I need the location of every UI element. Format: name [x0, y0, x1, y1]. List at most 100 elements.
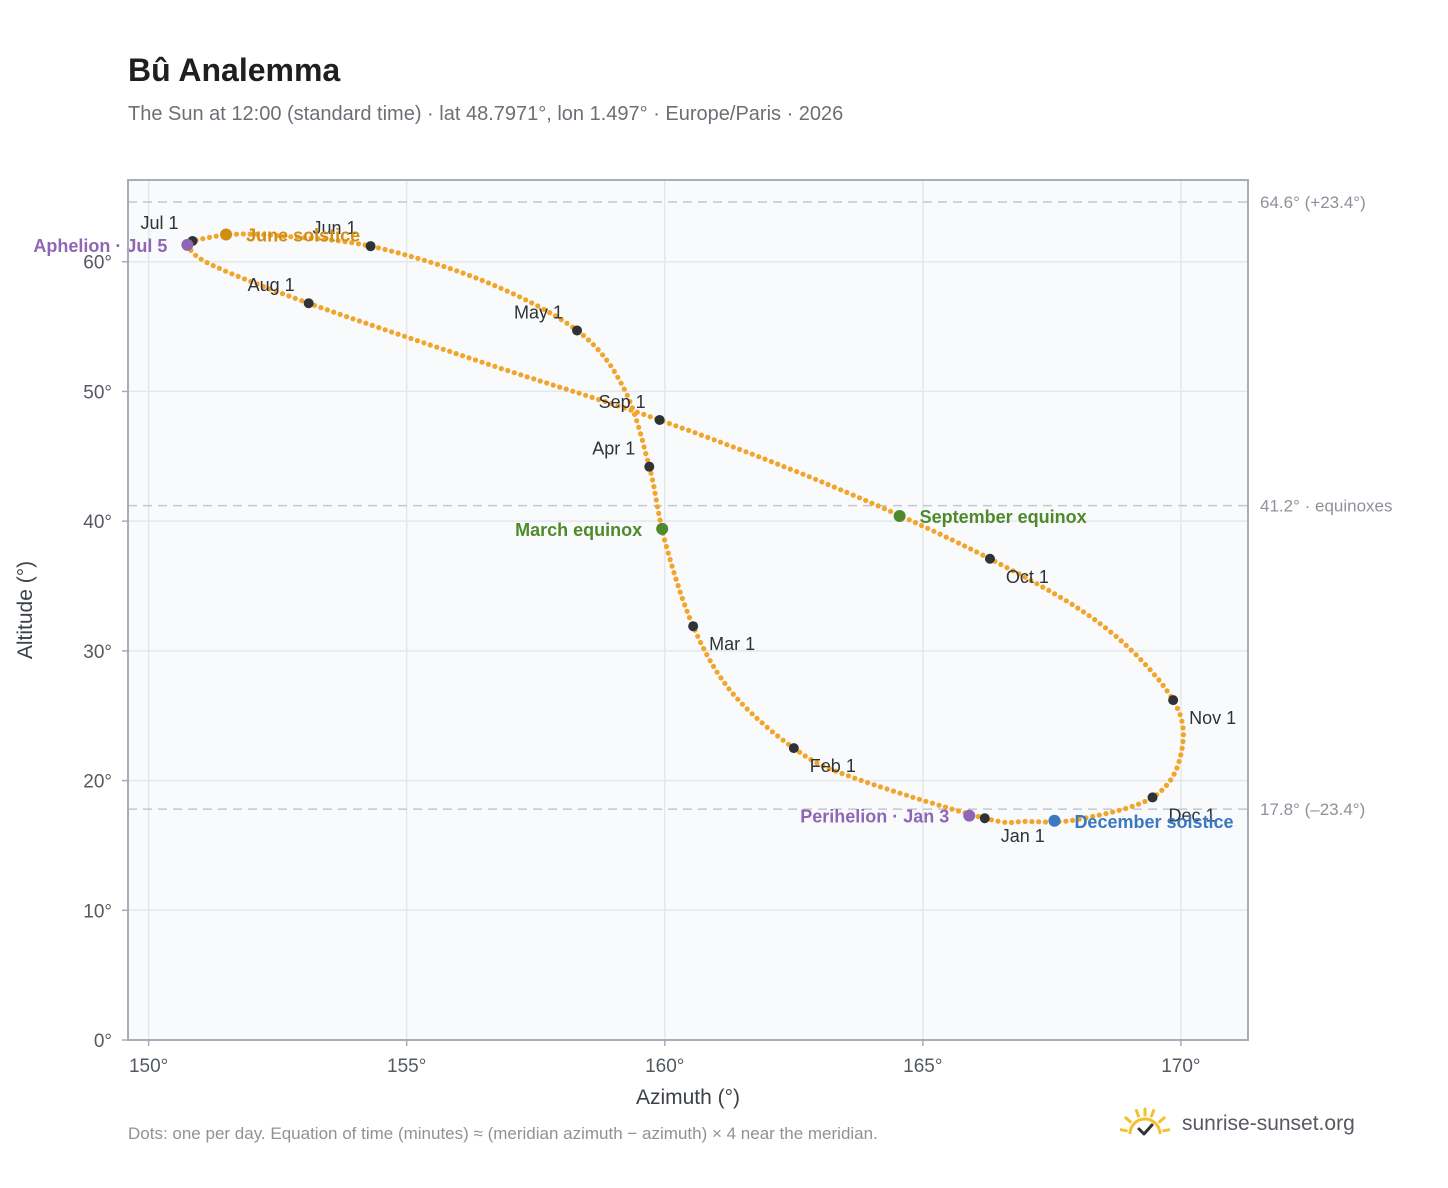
- month-label: Jul 1: [140, 213, 178, 233]
- daily-dot: [1022, 818, 1028, 825]
- daily-dot: [718, 675, 724, 681]
- daily-dot: [1171, 771, 1177, 777]
- daily-dot: [1052, 591, 1058, 597]
- brand[interactable]: sunrise-sunset.org: [1120, 1100, 1355, 1148]
- daily-dot: [819, 479, 825, 485]
- daily-dot: [1151, 672, 1158, 678]
- daily-dot: [223, 268, 229, 274]
- daily-dot: [1075, 605, 1081, 611]
- daily-dot: [833, 768, 839, 774]
- daily-dot: [980, 552, 986, 558]
- daily-dot: [839, 770, 845, 777]
- daily-dot: [1123, 805, 1129, 812]
- daily-dot: [704, 652, 710, 658]
- daily-dot: [756, 454, 762, 460]
- daily-dot: [408, 335, 414, 342]
- daily-dot: [665, 550, 671, 556]
- sun-icon: [1120, 1107, 1170, 1136]
- daily-dot: [1063, 598, 1069, 604]
- daily-dot: [975, 813, 981, 820]
- daily-dot: [281, 233, 287, 239]
- daily-dot: [466, 272, 473, 279]
- daily-sun-positions: [184, 231, 1186, 826]
- daily-dot: [813, 476, 819, 482]
- daily-dot: [1113, 633, 1119, 640]
- daily-dot: [273, 288, 279, 294]
- daily-dot: [724, 442, 730, 448]
- daily-dot: [768, 459, 775, 465]
- daily-dot: [775, 461, 781, 467]
- daily-dot: [233, 231, 240, 237]
- daily-dot: [1179, 745, 1185, 751]
- daily-dot: [295, 234, 301, 240]
- month-marker: [788, 743, 799, 754]
- daily-dot: [1040, 584, 1046, 590]
- special-point: [220, 228, 233, 241]
- daily-dot: [248, 278, 254, 285]
- daily-dot: [998, 561, 1004, 568]
- daily-dot: [897, 790, 903, 796]
- special-point-label: March equinox: [515, 520, 642, 540]
- daily-dot: [460, 353, 466, 359]
- daily-dot: [722, 680, 728, 687]
- daily-dot: [949, 537, 955, 543]
- daily-dot: [856, 495, 863, 501]
- daily-dot: [247, 231, 253, 237]
- month-marker: [1147, 792, 1158, 803]
- daily-dot: [241, 276, 248, 282]
- daily-dot: [675, 583, 681, 589]
- daily-dot: [402, 252, 408, 258]
- daily-dot: [906, 517, 912, 523]
- daily-dot: [1016, 571, 1022, 577]
- daily-dot: [395, 250, 401, 256]
- daily-dot: [1086, 613, 1092, 619]
- daily-dot: [473, 275, 479, 281]
- daily-dot: [1102, 625, 1109, 631]
- daily-dot: [504, 288, 510, 294]
- daily-dot: [1128, 647, 1134, 653]
- daily-dot: [884, 786, 890, 792]
- daily-dot: [550, 382, 556, 388]
- daily-dot: [1097, 621, 1103, 627]
- daily-dot: [618, 380, 624, 386]
- daily-dot: [229, 271, 235, 277]
- daily-dot: [576, 390, 582, 396]
- daily-dot: [871, 782, 877, 788]
- daily-dot: [279, 291, 286, 297]
- daily-dot: [888, 508, 894, 514]
- daily-dot: [408, 253, 414, 260]
- daily-dot: [1118, 638, 1124, 644]
- daily-dot: [389, 329, 395, 335]
- chart-footnote: Dots: one per day. Equation of time (min…: [128, 1124, 878, 1143]
- month-marker: [688, 621, 699, 632]
- daily-dot: [1123, 642, 1129, 649]
- daily-dot: [389, 248, 395, 254]
- daily-dot: [511, 370, 517, 376]
- daily-dot: [1004, 565, 1010, 571]
- daily-dot: [710, 663, 717, 670]
- daily-dot: [492, 363, 498, 369]
- special-point: [181, 238, 194, 251]
- daily-dot: [558, 317, 564, 323]
- daily-dot: [335, 238, 341, 244]
- brand-name: sunrise-sunset.org: [1182, 1112, 1355, 1135]
- daily-dot: [797, 749, 803, 755]
- daily-dot: [974, 549, 980, 555]
- special-point: [893, 509, 906, 522]
- daily-dot: [652, 490, 658, 496]
- daily-dot: [730, 444, 736, 450]
- daily-dot: [216, 265, 222, 271]
- daily-dot: [701, 646, 707, 652]
- daily-dot: [1063, 818, 1069, 824]
- daily-dot: [925, 525, 931, 531]
- daily-dot: [923, 798, 929, 804]
- daily-dot: [931, 528, 937, 534]
- daily-dot: [653, 497, 659, 503]
- daily-dot: [585, 337, 592, 343]
- reference-line-label: 17.8° (–23.4°): [1260, 800, 1365, 819]
- y-tick-label: 20°: [83, 772, 112, 793]
- daily-dot: [557, 384, 563, 390]
- daily-dot: [615, 374, 621, 380]
- daily-dot: [1029, 819, 1035, 825]
- special-point: [656, 522, 669, 535]
